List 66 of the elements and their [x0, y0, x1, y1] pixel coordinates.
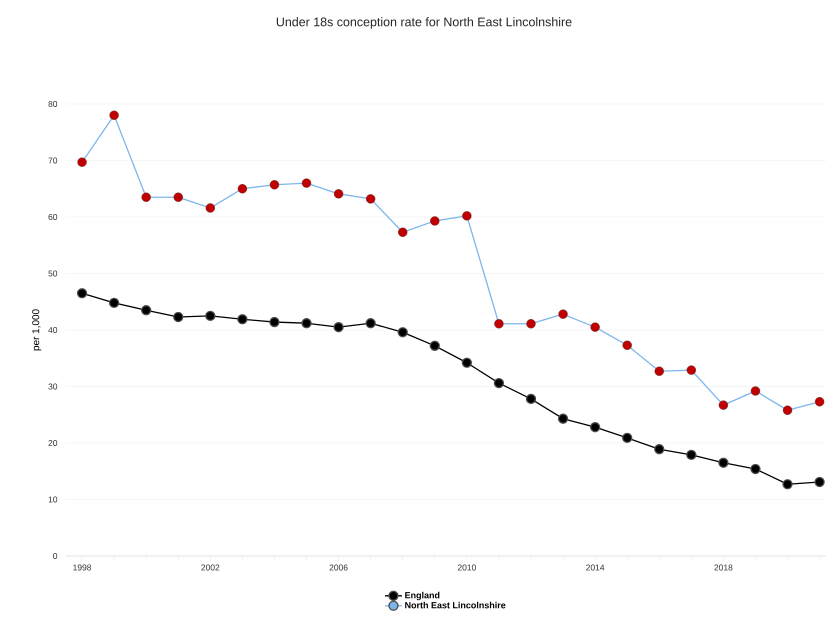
point	[494, 319, 504, 328]
point	[590, 422, 600, 432]
point	[302, 178, 312, 188]
point	[238, 184, 248, 194]
y-tick-label: 30	[48, 383, 58, 390]
point	[141, 305, 152, 316]
point	[782, 479, 793, 490]
y-tick-label: 70	[48, 158, 58, 164]
point	[654, 444, 664, 454]
point	[430, 216, 440, 226]
point	[77, 157, 87, 167]
legend-label: England	[405, 592, 440, 600]
point	[76, 288, 88, 298]
point	[237, 314, 248, 324]
point	[270, 180, 280, 190]
point	[430, 340, 440, 351]
point	[398, 228, 408, 237]
point	[108, 298, 120, 308]
point	[269, 316, 280, 328]
x-tick-label: 2006	[330, 564, 348, 570]
point	[301, 318, 312, 328]
point	[686, 450, 696, 460]
point	[782, 406, 792, 415]
point	[141, 192, 151, 202]
x-tick-label: 2010	[458, 564, 476, 570]
x-tick-label: 1998	[73, 564, 92, 570]
point	[814, 476, 825, 488]
y-tick-label: 60	[48, 214, 58, 220]
point	[718, 458, 729, 468]
x-tick-label: 2014	[586, 564, 604, 570]
point	[366, 318, 376, 328]
point	[206, 203, 216, 213]
y-tick-label: 50	[48, 270, 58, 276]
point	[333, 322, 344, 332]
point	[462, 211, 472, 221]
point	[718, 400, 728, 410]
point	[526, 394, 536, 404]
x-tick-label: 2002	[201, 564, 220, 570]
point	[654, 366, 664, 376]
point	[174, 192, 183, 202]
point	[558, 309, 568, 319]
point	[205, 310, 216, 322]
y-tick-label: 40	[48, 326, 58, 333]
legend-label: North East Lincolnshire	[405, 602, 506, 608]
point	[173, 312, 184, 322]
point	[750, 386, 760, 396]
chart-title: Under 18s conception rate for North East Lincolnshire	[276, 17, 572, 29]
point	[590, 322, 600, 332]
point	[686, 365, 696, 375]
y-tick-label: 20	[48, 440, 58, 446]
y-tick-label: 10	[48, 496, 58, 502]
point	[109, 110, 119, 120]
point	[398, 327, 408, 338]
point	[558, 414, 568, 424]
point	[750, 464, 761, 474]
point	[526, 319, 536, 328]
point	[622, 340, 632, 350]
point	[494, 378, 504, 388]
y-tick-label: 80	[48, 101, 58, 107]
x-tick-label: 2018	[714, 564, 732, 570]
y-tick-label: 0	[53, 552, 58, 559]
point	[622, 432, 632, 444]
y-axis-title: per 1,000	[32, 309, 42, 350]
point	[366, 194, 376, 204]
point	[334, 189, 344, 199]
point	[462, 358, 472, 368]
